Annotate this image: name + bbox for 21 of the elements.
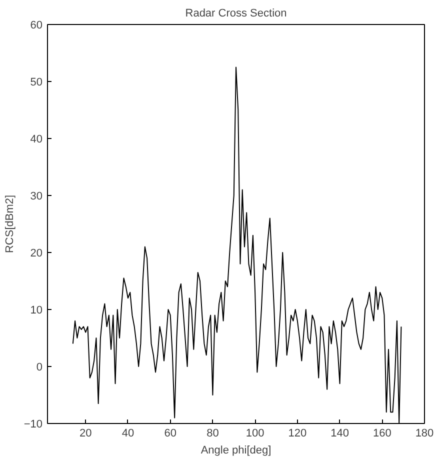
line-series [72, 66, 402, 424]
y-tick-label: −10 [24, 418, 43, 430]
y-tick-label: 0 [36, 362, 43, 374]
x-tick-label: 20 [80, 428, 92, 440]
x-tick-label: 100 [246, 428, 264, 440]
x-tick-label: 120 [288, 428, 307, 440]
x-tick-label: 60 [164, 428, 176, 440]
y-tick-label: 50 [30, 76, 43, 88]
x-tick-label: 140 [330, 428, 349, 440]
y-tick-label: 60 [30, 20, 43, 32]
y-tick-label: 30 [30, 190, 43, 202]
y-tick-label: 20 [30, 248, 43, 260]
y-tick-label: 10 [30, 304, 43, 316]
y-axis-title: RCS[dBm2] [4, 194, 16, 254]
chart-title: Radar Cross Section [185, 8, 287, 20]
x-tick-label: 160 [372, 428, 392, 440]
y-tick-label: 40 [30, 134, 43, 146]
x-tick-label: 80 [206, 428, 219, 440]
x-tick-label: 180 [415, 428, 434, 440]
x-tick-label: 40 [122, 428, 134, 440]
x-axis-title: Angle phi[deg] [200, 444, 272, 456]
